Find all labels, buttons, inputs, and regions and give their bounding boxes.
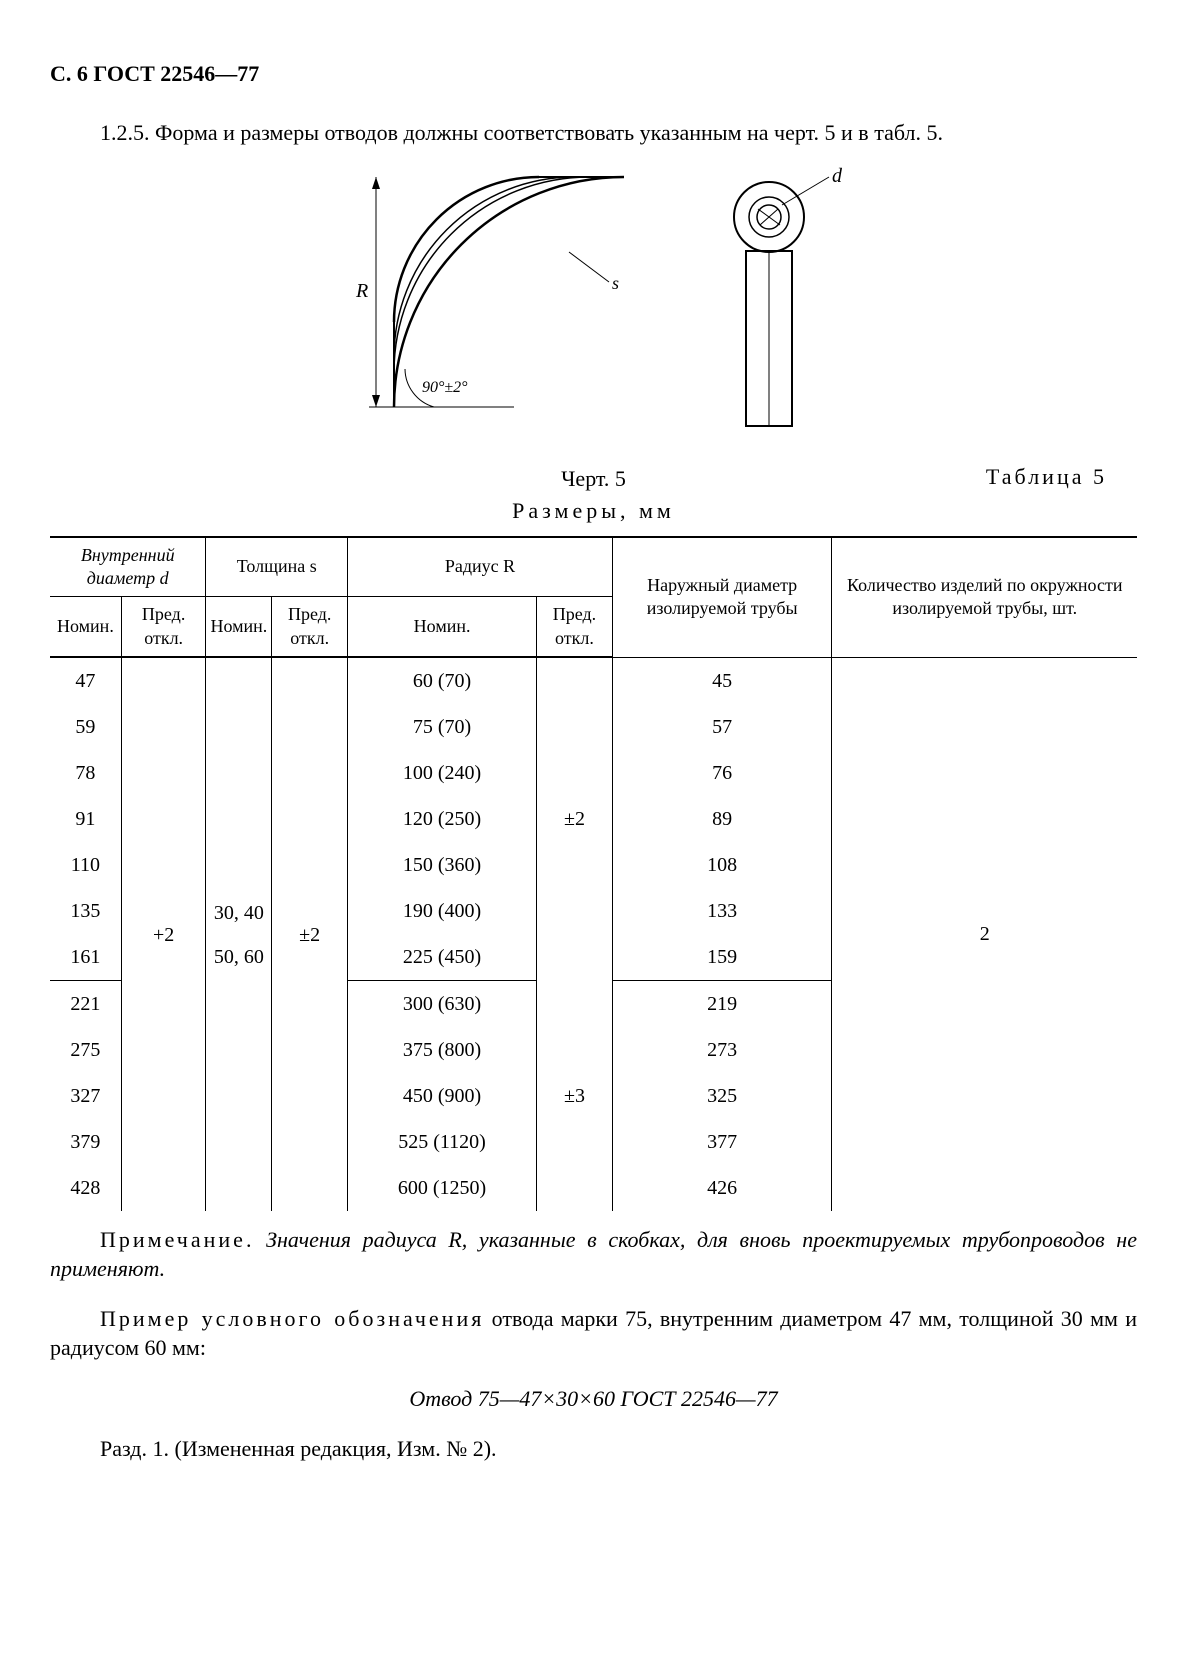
example-paragraph: Пример условного обозначения отвода марк… [50, 1305, 1137, 1362]
cell-R-pred-1: ±2 [537, 657, 613, 981]
cell-R: 600 (1250) [348, 1165, 537, 1211]
page-header: С. 6 ГОСТ 22546—77 [50, 60, 1137, 89]
cell-outer: 133 [612, 888, 832, 934]
th-R-pred: Пред. откл. [537, 597, 613, 657]
th-inner-d: Внутренний диаметр d [50, 537, 206, 597]
cell-R: 525 (1120) [348, 1119, 537, 1165]
cell-R: 75 (70) [348, 704, 537, 750]
cell-R: 150 (360) [348, 842, 537, 888]
section-note: Разд. 1. (Измененная редакция, Изм. № 2)… [50, 1435, 1137, 1464]
cell-d: 47 [50, 657, 121, 704]
cell-d: 161 [50, 934, 121, 981]
example-designation: Отвод 75—47×30×60 ГОСТ 22546—77 [50, 1385, 1137, 1414]
cell-R: 225 (450) [348, 934, 537, 981]
cell-R: 60 (70) [348, 657, 537, 704]
th-outer: Наружный диаметр изолируемой трубы [612, 537, 832, 658]
label-d: d [832, 167, 843, 187]
label-angle: 90°±2° [422, 379, 468, 396]
cell-outer: 273 [612, 1027, 832, 1073]
cell-d: 221 [50, 981, 121, 1028]
note-label: Примечание. [100, 1227, 254, 1252]
th-radius: Радиус R [348, 537, 613, 597]
cell-R: 120 (250) [348, 796, 537, 842]
th-s-pred: Пред. откл. [272, 597, 348, 657]
th-s-nomin: Номин. [206, 597, 272, 657]
cell-outer: 377 [612, 1119, 832, 1165]
cell-outer: 45 [612, 657, 832, 704]
cell-R: 450 (900) [348, 1073, 537, 1119]
cell-d: 59 [50, 704, 121, 750]
th-d-pred: Пред. откл. [121, 597, 206, 657]
paragraph-1: 1.2.5. Форма и размеры отводов должны со… [50, 119, 1137, 148]
cell-outer: 426 [612, 1165, 832, 1211]
table-title: Размеры, мм [50, 497, 1137, 526]
cell-d: 110 [50, 842, 121, 888]
s-nomin-2: 50, 60 [210, 944, 267, 970]
cell-d: 379 [50, 1119, 121, 1165]
cell-R: 100 (240) [348, 750, 537, 796]
note: Примечание. Значения радиуса R, указанны… [50, 1226, 1137, 1283]
cell-s-nomin: 30, 40 50, 60 [206, 657, 272, 1211]
label-R: R [355, 280, 368, 302]
label-s: s [612, 273, 619, 293]
cell-outer: 325 [612, 1073, 832, 1119]
th-thickness: Толщина s [206, 537, 348, 597]
th-count: Количество изделий по окружности изолиру… [832, 537, 1137, 658]
cell-d: 428 [50, 1165, 121, 1211]
cell-count: 2 [832, 657, 1137, 1211]
cell-R: 375 (800) [348, 1027, 537, 1073]
cell-d: 275 [50, 1027, 121, 1073]
cell-d: 78 [50, 750, 121, 796]
example-label: Пример условного обозначения [100, 1306, 484, 1331]
cell-d: 91 [50, 796, 121, 842]
table-row: 47 +2 30, 40 50, 60 ±2 60 (70) ±2 45 2 [50, 657, 1137, 704]
cell-outer: 89 [612, 796, 832, 842]
cell-R-pred-2: ±3 [537, 981, 613, 1212]
table-header-row-1: Внутренний диаметр d Толщина s Радиус R … [50, 537, 1137, 597]
table-5: Внутренний диаметр d Толщина s Радиус R … [50, 536, 1137, 1212]
cell-R: 300 (630) [348, 981, 537, 1028]
th-R-nomin: Номин. [348, 597, 537, 657]
cell-d: 135 [50, 888, 121, 934]
cell-s-pred: ±2 [272, 657, 348, 1211]
figure-5: R 90°±2° s d [50, 167, 1137, 455]
th-d-nomin: Номин. [50, 597, 121, 657]
cell-outer: 108 [612, 842, 832, 888]
cell-outer: 219 [612, 981, 832, 1028]
cell-outer: 57 [612, 704, 832, 750]
cell-outer: 76 [612, 750, 832, 796]
s-nomin-1: 30, 40 [210, 900, 267, 926]
cell-R: 190 (400) [348, 888, 537, 934]
cell-outer: 159 [612, 934, 832, 981]
figure-svg: R 90°±2° s d [334, 167, 854, 447]
cell-d-pred: +2 [121, 657, 206, 1211]
cell-d: 327 [50, 1073, 121, 1119]
